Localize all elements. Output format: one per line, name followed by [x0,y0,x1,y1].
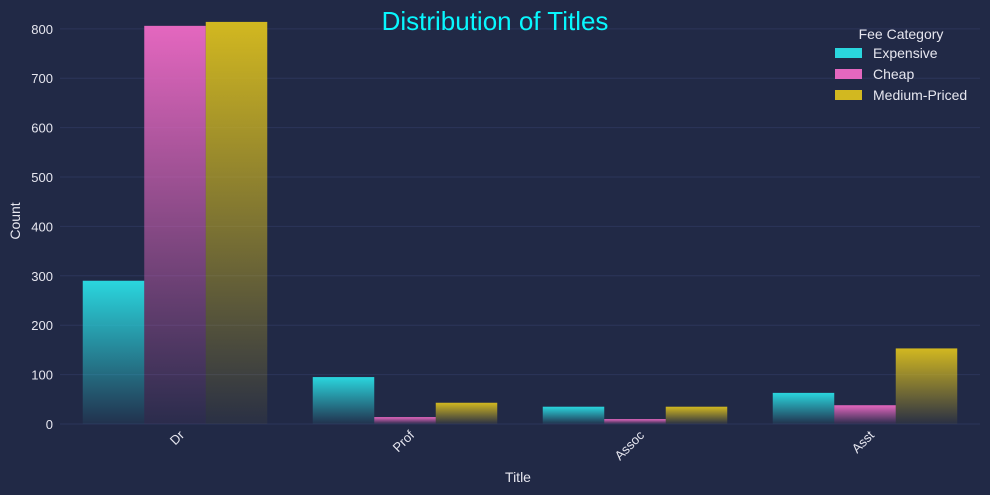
chart-title: Distribution of Titles [382,6,609,36]
x-axis-ticks: Dr Prof Assoc Asst [167,427,878,463]
legend-title: Fee Category [859,26,944,42]
legend-swatch [835,48,862,58]
y-tick-label: 500 [31,170,53,185]
y-tick-label: 300 [31,269,53,284]
x-tick-label: Asst [849,427,878,456]
bar-cheap-prof [374,417,436,424]
legend-swatch [835,90,862,100]
legend: Fee Category Expensive Cheap Medium-Priced [835,26,967,103]
legend-label: Cheap [873,66,914,82]
bar-cheap-dr [144,25,206,425]
y-axis-label: Count [7,202,23,239]
x-tick-label: Prof [390,427,418,455]
x-axis-label: Title [505,469,531,485]
y-tick-label: 600 [31,121,53,136]
legend-swatch [835,69,862,79]
y-tick-label: 100 [31,368,53,383]
bars [82,21,958,425]
bar-medium-priced-dr [205,21,268,424]
bar-expensive-asst [772,392,835,424]
y-tick-label: 800 [31,22,53,37]
y-axis-ticks: 0 100 200 300 400 500 600 700 800 [31,22,53,432]
bar-cheap-assoc [604,419,666,424]
bar-medium-priced-prof [435,402,498,424]
x-tick-label: Dr [167,427,188,448]
bar-medium-priced-assoc [665,406,728,424]
legend-label: Expensive [873,45,938,61]
y-tick-label: 400 [31,219,53,234]
y-tick-label: 0 [46,417,53,432]
legend-label: Medium-Priced [873,87,967,103]
bar-expensive-dr [82,280,145,424]
y-tick-label: 200 [31,318,53,333]
x-tick-label: Assoc [611,427,647,463]
y-tick-label: 700 [31,71,53,86]
bar-medium-priced-asst [895,348,958,424]
bar-expensive-assoc [542,406,605,424]
bar-cheap-asst [834,405,896,424]
bar-expensive-prof [312,377,375,424]
